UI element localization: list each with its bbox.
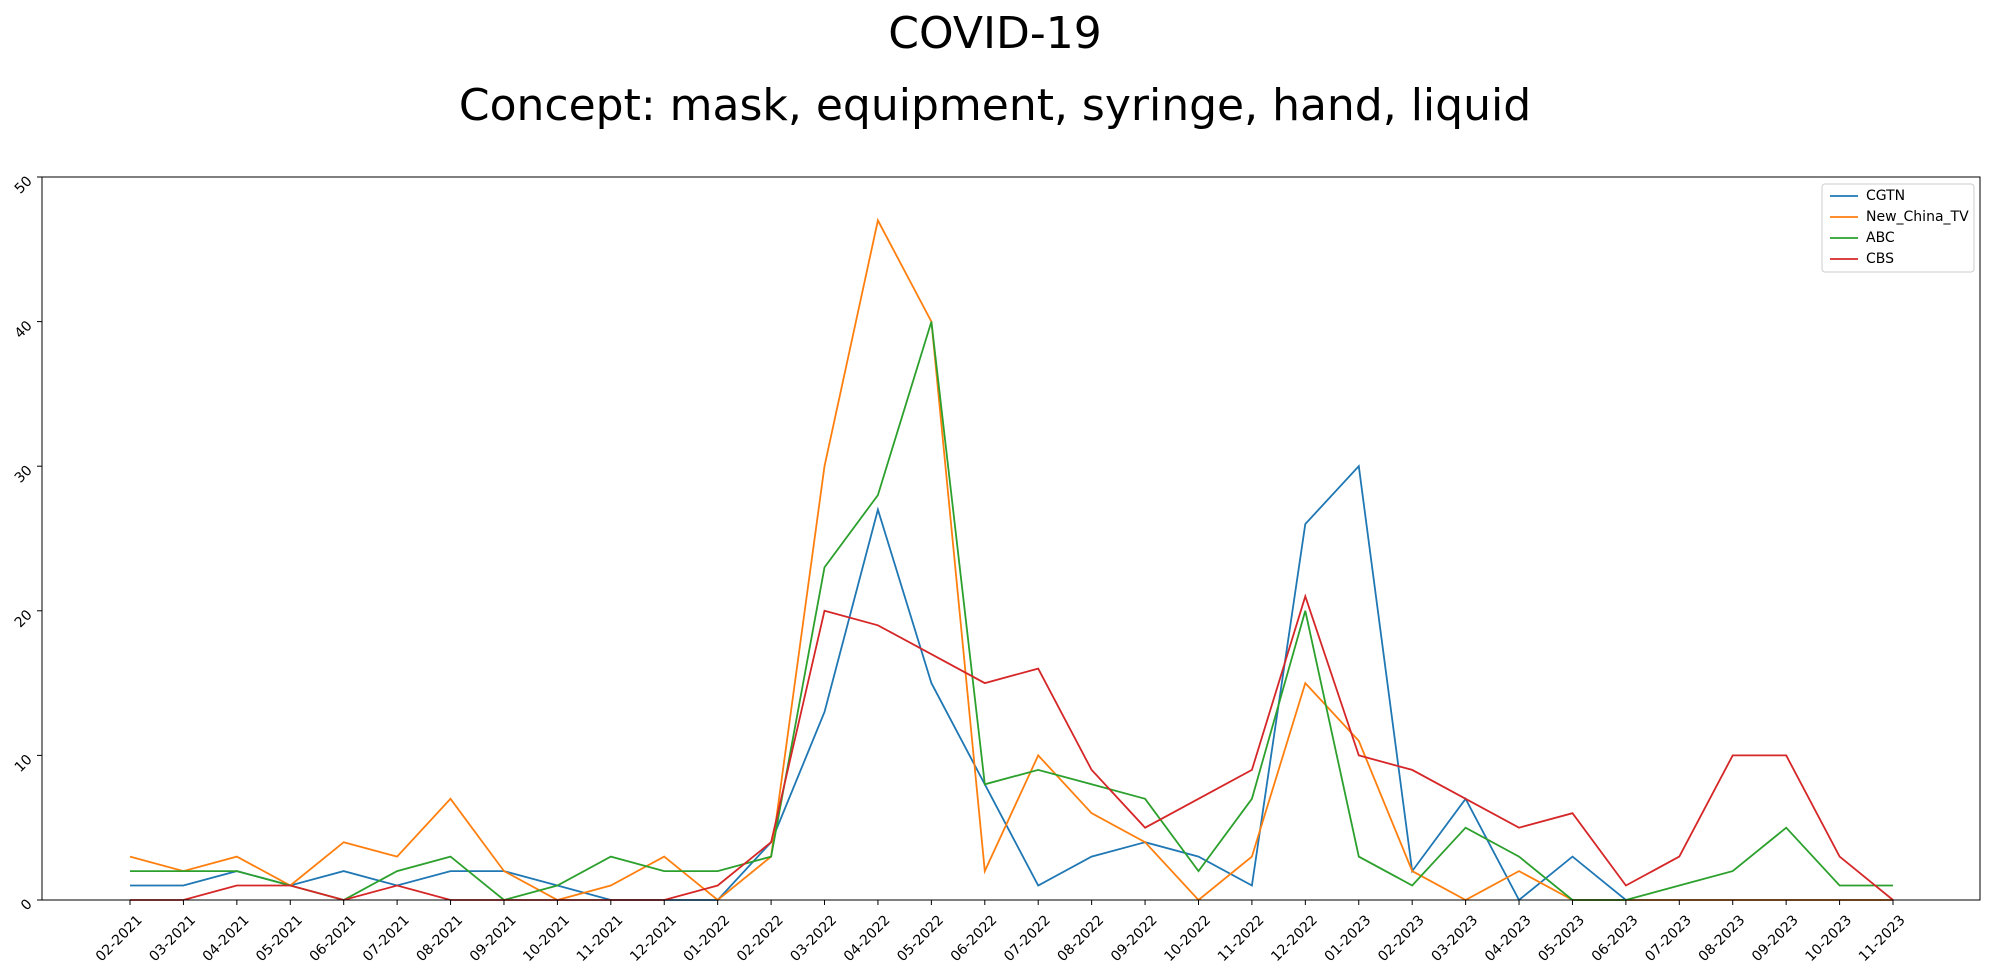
y-axis: 0 10 20 30 40 50 — [12, 173, 42, 914]
x-tick-label: 06-2022 — [948, 912, 1001, 965]
x-tick-label: 12-2022 — [1268, 912, 1321, 965]
x-tick-label: 09-2021 — [467, 912, 520, 965]
legend: CGTN New_China_TV ABC CBS — [1821, 183, 1975, 273]
x-tick-label: 03-2023 — [1429, 912, 1482, 965]
series-line-cgtn — [130, 464, 1893, 902]
y-tick-label: 50 — [12, 173, 36, 197]
x-tick-label: 10-2022 — [1161, 912, 1214, 965]
x-tick-label: 05-2022 — [894, 912, 947, 965]
x-tick-label: 08-2021 — [413, 912, 466, 965]
x-tick-label: 11-2023 — [1856, 912, 1909, 965]
series-layer — [129, 217, 1894, 902]
x-tick-label: 10-2021 — [520, 912, 573, 965]
x-tick-label: 10-2023 — [1803, 912, 1856, 965]
y-tick-label: 10 — [12, 752, 36, 776]
x-tick-label: 11-2021 — [574, 912, 627, 965]
x-tick-label: 05-2021 — [253, 912, 306, 965]
x-tick-label: 04-2023 — [1482, 912, 1535, 965]
y-tick-label: 0 — [18, 896, 36, 914]
x-tick-label: 03-2022 — [787, 912, 840, 965]
series-line-cbs — [130, 593, 1894, 901]
x-tick-label: 07-2023 — [1642, 912, 1695, 965]
legend-label: ABC — [1866, 230, 1895, 246]
x-tick-label: 01-2022 — [681, 912, 734, 965]
x-tick-label: 01-2023 — [1322, 912, 1375, 965]
x-tick-label: 04-2022 — [841, 912, 894, 965]
y-tick-label: 40 — [12, 318, 36, 342]
x-tick-label: 07-2022 — [1001, 912, 1054, 965]
plot-frame — [41, 176, 1981, 901]
x-tick-label: 06-2023 — [1589, 912, 1642, 965]
series-line-new-china-tv — [129, 217, 1893, 902]
chart-subtitle: Concept: mask, equipment, syringe, hand,… — [458, 80, 1532, 131]
x-tick-label: 03-2021 — [146, 912, 199, 965]
x-tick-label: 05-2023 — [1535, 912, 1588, 965]
x-tick-label: 09-2023 — [1749, 912, 1802, 965]
x-axis: 02-2021 03-2021 04-2021 05-2021 06-2021 07-20… — [93, 900, 1909, 965]
x-tick-label: 12-2021 — [627, 912, 680, 965]
legend-label: CBS — [1866, 251, 1894, 267]
x-tick-label: 08-2023 — [1696, 912, 1749, 965]
y-tick-label: 20 — [12, 607, 36, 631]
x-tick-label: 04-2021 — [200, 912, 253, 965]
x-tick-label: 08-2022 — [1055, 912, 1108, 965]
x-tick-label: 11-2022 — [1215, 912, 1268, 965]
legend-label: New_China_TV — [1866, 209, 1969, 225]
x-tick-label: 06-2021 — [307, 912, 360, 965]
x-tick-label: 09-2022 — [1108, 912, 1161, 965]
y-tick-label: 30 — [12, 463, 36, 487]
legend-box — [1821, 183, 1975, 273]
chart-title: COVID-19 — [888, 8, 1102, 59]
x-tick-label: 02-2021 — [93, 912, 146, 965]
x-tick-label: 02-2023 — [1375, 912, 1428, 965]
x-tick-label: 07-2021 — [360, 912, 413, 965]
x-tick-label: 02-2022 — [734, 912, 787, 965]
legend-label: CGTN — [1866, 188, 1905, 204]
